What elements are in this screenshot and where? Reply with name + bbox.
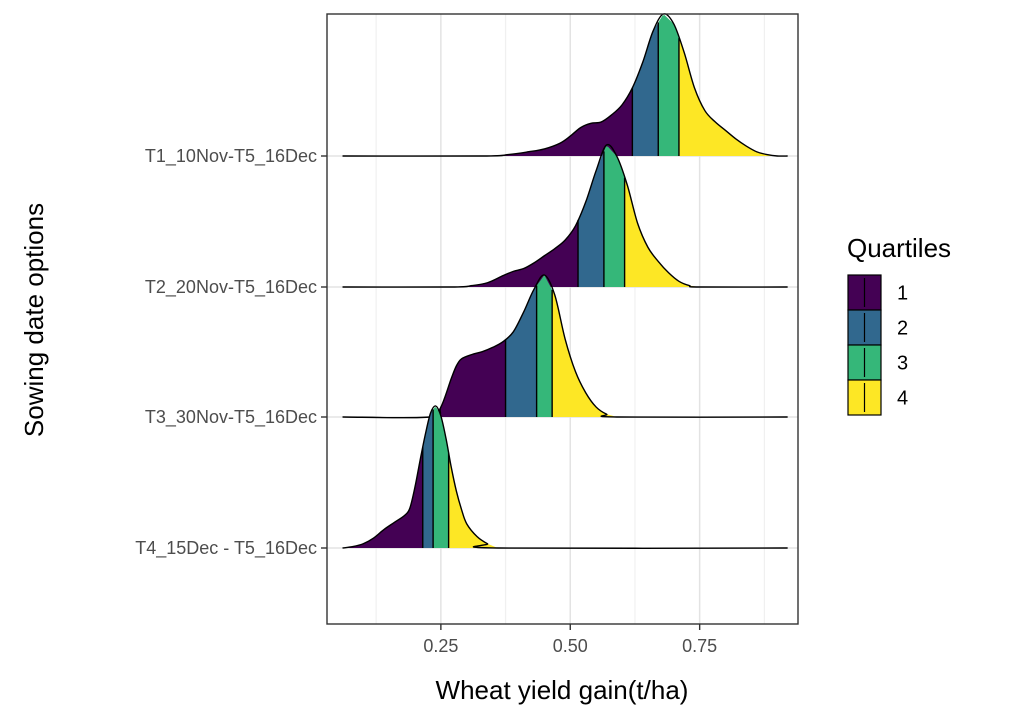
- legend-label: 2: [897, 318, 908, 340]
- x-axis-title: Wheat yield gain(t/ha): [436, 675, 689, 705]
- ridge-T3_30Nov-T5_16Dec: [343, 275, 788, 418]
- quartile-2-area: [578, 151, 604, 287]
- x-axis: 0.25 0.50 0.75: [423, 624, 717, 656]
- x-tick-label: 0.25: [423, 636, 458, 656]
- legend-title: Quartiles: [847, 233, 951, 263]
- quartile-4-area: [449, 453, 788, 548]
- quartile-4-area: [679, 38, 788, 156]
- legend-key-1: 1: [848, 275, 908, 310]
- quartile-3-area: [537, 275, 553, 417]
- quartile-1-area: [343, 88, 633, 156]
- legend-key-2: 2: [848, 310, 908, 345]
- ridge-T1_10Nov-T5_16Dec: [343, 14, 788, 156]
- quartile-1-area: [343, 220, 579, 287]
- quartile-4-area: [552, 290, 788, 417]
- quartile-1-area: [343, 447, 423, 548]
- legend-key-3: 3: [848, 345, 908, 380]
- ridge-T2_20Nov-T5_16Dec: [343, 145, 788, 288]
- legend-label: 4: [897, 388, 908, 410]
- quartile-1-area: [343, 339, 506, 417]
- y-axis-title: Sowing date options: [19, 203, 49, 437]
- y-tick-label: T4_15Dec - T5_16Dec: [135, 538, 317, 559]
- quartile-2-area: [423, 410, 433, 548]
- y-tick-label: T1_10Nov-T5_16Dec: [145, 146, 317, 167]
- legend-label: 3: [897, 353, 908, 375]
- legend-key-4: 4: [848, 380, 908, 415]
- quartile-2-area: [506, 286, 537, 417]
- quartile-4-area: [625, 178, 788, 287]
- ridges: [343, 14, 788, 548]
- legend: Quartiles 1 2 3 4: [847, 233, 951, 415]
- quartile-2-area: [632, 23, 658, 156]
- y-axis: T1_10Nov-T5_16Dec T2_20Nov-T5_16Dec T3_30N…: [135, 146, 327, 559]
- quartile-3-area: [658, 15, 679, 156]
- ridge-T4_15Dec - T5_16Dec: [343, 406, 788, 548]
- quartile-3-area: [433, 407, 449, 548]
- x-tick-label: 0.50: [553, 636, 588, 656]
- x-tick-label: 0.75: [682, 636, 717, 656]
- y-tick-label: T2_20Nov-T5_16Dec: [145, 277, 317, 298]
- y-tick-label: T3_30Nov-T5_16Dec: [145, 407, 317, 428]
- legend-label: 1: [897, 283, 908, 305]
